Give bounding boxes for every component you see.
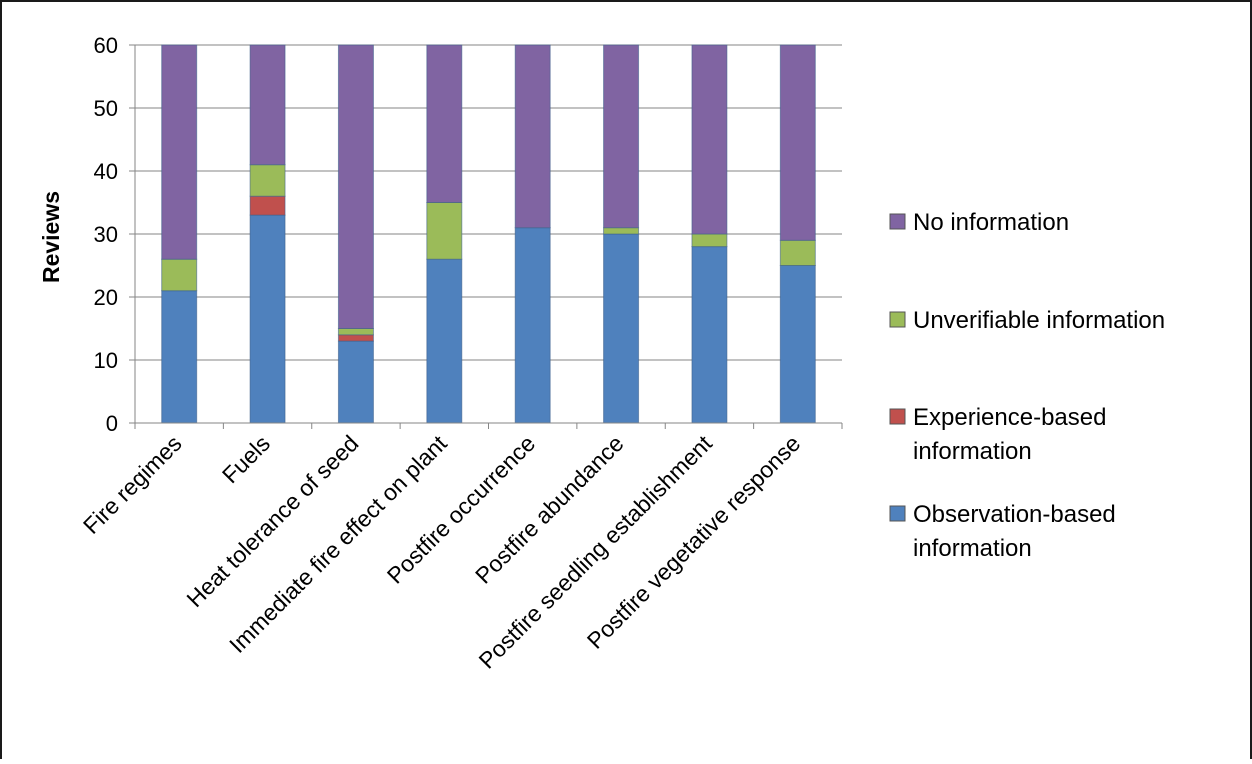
bar-segment	[249, 214, 286, 424]
bar-segment	[337, 328, 374, 336]
bar-segment	[161, 290, 198, 424]
bar-segment	[161, 258, 198, 292]
bar-segment	[691, 246, 728, 424]
legend-label: Observation-based	[913, 501, 1116, 528]
legend-label: No information	[913, 209, 1069, 236]
legend-label: Unverifiable information	[913, 307, 1165, 334]
bar-segment	[691, 44, 728, 235]
legend-swatch	[889, 408, 906, 425]
x-category-label: Postfire occurrence	[382, 430, 540, 588]
y-tick-label: 50	[94, 96, 118, 121]
legend-swatch	[889, 213, 906, 230]
gridlines	[135, 44, 842, 361]
bar-segment	[337, 334, 374, 342]
y-axis-title: Reviews	[38, 191, 64, 283]
y-tick-label: 20	[94, 285, 118, 310]
x-category-label: Heat tolerance of seed	[181, 430, 363, 612]
bars	[161, 44, 816, 424]
bar-segment	[691, 233, 728, 248]
bar-segment	[603, 44, 640, 229]
bar-segment	[426, 44, 463, 203]
x-category-label: Fuels	[217, 430, 275, 488]
y-tick-label: 0	[106, 411, 118, 436]
y-tick-labels: 0 10 20 30 40 50 60	[94, 33, 118, 436]
bar-segment	[337, 340, 374, 424]
legend-label: information	[913, 438, 1032, 465]
y-tick-label: 10	[94, 348, 118, 373]
bar-segment	[249, 164, 286, 197]
bar-segment	[426, 258, 463, 424]
bar-segment	[426, 202, 463, 260]
bar-segment	[779, 265, 816, 424]
legend-label: information	[913, 535, 1032, 562]
bar-segment	[779, 44, 816, 241]
y-tick-label: 40	[94, 159, 118, 184]
bar-segment	[514, 44, 551, 229]
bar-segment	[249, 195, 286, 216]
y-tick-label: 30	[94, 222, 118, 247]
bar-segment	[779, 239, 816, 267]
bar-segment	[337, 44, 374, 329]
legend: No information Unverifiable information Ex…	[889, 209, 1165, 562]
x-category-label: Fire regimes	[78, 430, 187, 539]
bar-segment	[514, 227, 551, 424]
bar-segment	[249, 44, 286, 166]
axes	[129, 44, 843, 429]
x-category-label: Postfire abundance	[470, 430, 629, 589]
legend-swatch	[889, 505, 906, 522]
legend-swatch	[889, 311, 906, 328]
bar-segment	[603, 233, 640, 424]
bar-segment	[603, 227, 640, 235]
y-tick-label: 60	[94, 33, 118, 58]
legend-label: Experience-based	[913, 404, 1106, 431]
bar-segment	[161, 44, 198, 260]
